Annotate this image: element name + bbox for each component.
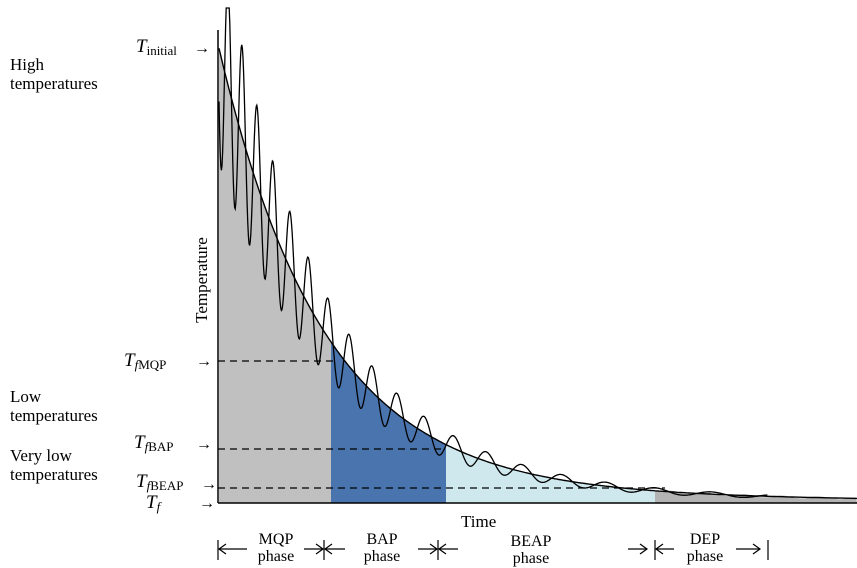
phase-word-dep: phase — [687, 548, 723, 565]
arrowhead-left-icon — [217, 543, 227, 555]
phase-label-mqp: MQP — [259, 531, 294, 548]
marker-tf-mqp: TfMQP → — [124, 350, 212, 372]
arrowhead-right-icon — [752, 543, 762, 555]
category-very-low-temperatures: Very low temperatures — [10, 446, 98, 484]
phase-word-bap: phase — [364, 548, 400, 565]
smooth-cooling-curve — [218, 48, 857, 500]
phase-label-bap: BAP — [366, 531, 397, 548]
arrow-right-icon: → — [194, 40, 210, 57]
marker-t-initial: Tinitial → — [136, 36, 210, 58]
arrowhead-right-icon — [429, 543, 439, 555]
svg-text:TfBEAP: TfBEAP — [136, 471, 183, 493]
marker-tf-bap: TfBAP → — [134, 432, 212, 454]
arrow-right-icon: → — [196, 353, 212, 370]
y-axis-label: Temperature — [192, 237, 211, 323]
phase-labels: MQP phase BAP phase BEAP phase DEP phase — [258, 531, 723, 567]
axes — [217, 30, 857, 504]
category-high-temperatures: High temperatures — [10, 55, 98, 93]
phase-spans — [217, 540, 769, 560]
svg-text:TfBAP: TfBAP — [134, 432, 174, 454]
phase-region-beap — [446, 444, 655, 503]
arrow-right-icon: → — [199, 495, 215, 512]
arrowhead-left-icon — [323, 543, 333, 555]
arrowhead-right-icon — [315, 543, 325, 555]
oscillating-temperature-curve — [218, 7, 768, 499]
phase-label-beap: BEAP — [511, 533, 552, 550]
marker-tf: Tf → — [146, 492, 215, 514]
arrowhead-left-icon — [437, 543, 447, 555]
arrowhead-left-icon — [654, 543, 664, 555]
arrowhead-right-icon — [639, 543, 649, 555]
arrow-right-icon: → — [201, 476, 217, 493]
svg-text:Tf: Tf — [146, 492, 163, 514]
svg-text:Tinitial: Tinitial — [136, 36, 177, 58]
phase-word-mqp: phase — [258, 548, 294, 565]
svg-text:TfMQP: TfMQP — [124, 350, 166, 372]
category-low-temperatures: Low temperatures — [10, 387, 98, 425]
arrow-right-icon: → — [196, 436, 212, 453]
threshold-lines — [218, 360, 665, 489]
x-axis-label: Time — [461, 512, 496, 531]
phase-region-bap — [331, 341, 446, 503]
phase-label-dep: DEP — [690, 531, 720, 548]
marker-tf-beap: TfBEAP → — [136, 471, 217, 493]
phase-region-mqp — [219, 48, 331, 504]
phase-word-beap: phase — [513, 550, 549, 567]
